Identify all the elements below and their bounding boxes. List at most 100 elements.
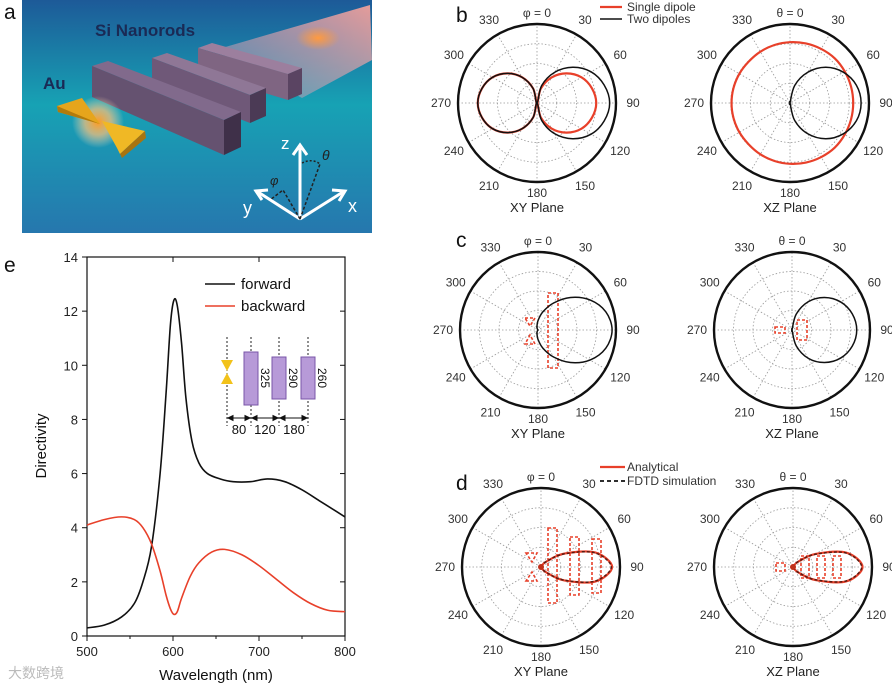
polar-plot-xy-plane: 30 60 90 120 150 180 210 240 270 300 330 φ = 0 XY Pl… [431,6,640,215]
polar-series-two-dipoles [476,66,611,140]
angle-tick-label: 90 [626,96,640,110]
polar-series-two-dipoles [536,296,613,364]
polar-outer-circle [460,486,622,648]
polar-top-label: θ = 0 [776,6,803,20]
angle-tick-label: 60 [613,48,627,62]
x-tick-label: 800 [334,644,356,659]
angle-tick-label: 150 [831,643,851,657]
angle-tick-label: 120 [614,608,634,622]
angle-tick-label: 120 [610,144,630,158]
y-tick-label: 0 [71,629,78,644]
inset-gap-1: 80 [232,422,246,437]
series-line-forward [86,297,346,629]
polar-plot-xy-plane: 30 60 90 120 150 180 210 240 270 300 330 φ = 0 XY Pl… [435,470,644,679]
au-label: Au [43,74,66,93]
polar-outer-circle [456,22,618,184]
polar-outer-circle [712,250,872,410]
x-tick-label: 700 [248,644,270,659]
angle-tick-label: 240 [444,144,464,158]
bowtie-outline [524,570,539,582]
angle-tick-label: 60 [869,512,883,526]
polar-plot-xy-plane: 30 60 90 120 150 180 210 240 270 300 330 φ = 0 XY Pl… [433,234,640,441]
angle-tick-label: 30 [578,13,592,27]
angle-tick-label: 270 [433,323,453,337]
y-tick-label: 8 [71,412,78,427]
angle-tick-label: 30 [582,477,596,491]
panel-label-e: e [4,254,16,277]
inset-rod-3 [300,356,316,400]
watermark: 大数跨境 [8,665,64,681]
inset-gap-3: 180 [283,422,305,437]
nanorod-illustration: Si Nanorods Au z y x θ φ [22,0,372,233]
grid-circle [772,310,812,350]
origin-dot [790,564,796,570]
angle-tick-label: 150 [829,405,849,419]
angle-tick-label: 210 [734,405,754,419]
rod-outline [547,292,559,369]
angle-tick-label: 300 [444,48,464,62]
angle-tick-label: 270 [435,560,455,574]
angle-tick-label: 90 [630,560,644,574]
inset-rod-1 [243,351,259,406]
inset-length-3: 260 [315,368,329,388]
angle-tick-label: 60 [868,276,882,290]
bowtie-top [221,360,233,371]
angle-tick-label: 180 [528,412,548,426]
polar-series-two-dipoles [788,66,862,140]
plot-frame [86,256,346,637]
angle-tick-label: 300 [700,512,720,526]
panel-b-legend: Single dipole Two dipoles [600,0,696,26]
angle-tick-label: 240 [700,608,720,622]
x-axis-label: x [348,196,357,216]
x-tick-label: 600 [162,644,184,659]
polar-top-label: θ = 0 [779,470,806,484]
polar-plot-xz-plane: 30 60 90 120 150 180 210 240 270 300 330 θ = 0 XZ Pl… [687,234,892,441]
polar-plane-label: XZ Plane [765,426,818,441]
angle-tick-label: 330 [734,241,754,255]
polar-top-label: φ = 0 [523,6,551,20]
panel-label-c: c [456,229,467,252]
polar-plane-label: XY Plane [510,200,564,215]
rod-outline [569,536,580,596]
rod-outline [796,319,808,341]
inset-length-1: 325 [258,368,272,388]
angle-tick-label: 210 [732,179,752,193]
angle-tick-label: 330 [479,13,499,27]
y-tick-label: 2 [71,575,78,590]
polar-plane-label: XY Plane [514,664,568,679]
angle-tick-label: 120 [610,371,630,385]
bowtie-bottom [221,373,233,384]
rod-outline [547,527,558,604]
angle-tick-label: 120 [864,371,884,385]
y-tick-label: 4 [71,521,78,536]
legend-label-analytical: Analytical [627,460,678,474]
origin-dot [538,564,544,570]
angle-tick-label: 30 [833,241,847,255]
y-tick-label: 14 [64,250,78,265]
y-axis-title: Directivity [33,413,50,479]
polar-top-label: θ = 0 [778,234,805,248]
legend-label-fdtd: FDTD simulation [627,474,716,488]
bowtie-outline [774,326,786,334]
inset-schematic: 80 120 180 325 290 260 [221,337,329,437]
angle-tick-label: 210 [480,405,500,419]
angle-tick-label: 180 [780,186,800,200]
x-tick-label: 500 [76,644,98,659]
polar-plot-xz-plane: 30 60 90 120 150 180 210 240 270 300 330 θ = 0 XZ Pl… [684,6,892,215]
gold-bowtie-antenna [57,98,146,158]
polar-top-label: φ = 0 [527,470,555,484]
angle-tick-label: 210 [483,643,503,657]
angle-tick-label: 180 [531,650,551,664]
legend-label-backward: backward [241,298,305,315]
legend-label-forward: forward [241,276,291,293]
angle-tick-label: 60 [617,512,631,526]
angle-tick-label: 240 [700,371,720,385]
angle-tick-label: 240 [448,608,468,622]
series-line-backward [86,516,346,616]
angle-tick-label: 120 [866,608,886,622]
angle-tick-label: 330 [480,241,500,255]
angle-tick-label: 330 [483,477,503,491]
coordinate-axes [253,142,348,221]
